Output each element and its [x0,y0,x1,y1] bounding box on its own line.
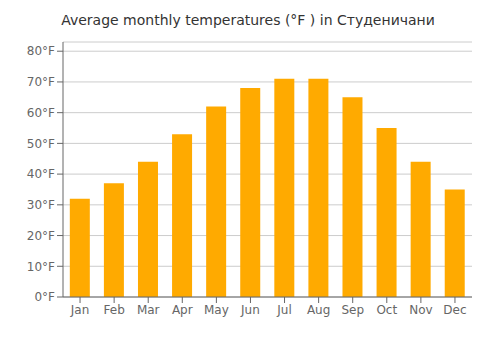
svg-text:Aug: Aug [307,303,330,317]
svg-text:Dec: Dec [443,303,466,317]
svg-text:Oct: Oct [376,303,397,317]
svg-text:Jan: Jan [70,303,90,317]
svg-text:Jul: Jul [276,303,291,317]
svg-text:50°F: 50°F [27,137,55,151]
svg-text:80°F: 80°F [27,44,55,58]
svg-text:40°F: 40°F [27,167,55,181]
svg-text:Jun: Jun [240,303,260,317]
svg-text:Apr: Apr [172,303,193,317]
svg-text:Feb: Feb [104,303,125,317]
svg-text:60°F: 60°F [27,106,55,120]
svg-text:Nov: Nov [409,303,432,317]
svg-text:20°F: 20°F [27,229,55,243]
svg-text:10°F: 10°F [27,260,55,274]
svg-text:0°F: 0°F [34,290,55,304]
svg-text:Sep: Sep [341,303,364,317]
html-text:Average monthly temperatures (: Average monthly temperatures (°F ) in Ст… [61,12,435,28]
svg-text:May: May [204,303,229,317]
svg-text:Mar: Mar [137,303,160,317]
svg-text:30°F: 30°F [27,198,55,212]
svg-text:70°F: 70°F [27,75,55,89]
